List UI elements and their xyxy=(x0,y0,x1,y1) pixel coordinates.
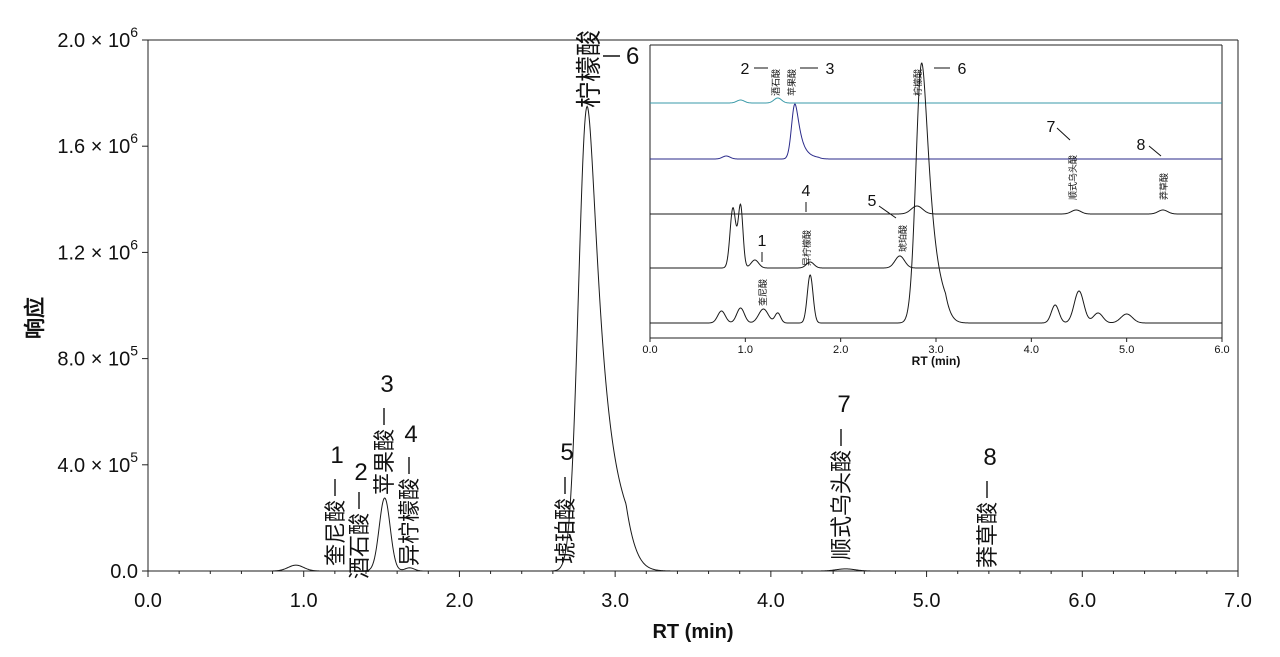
inset-trace xyxy=(650,62,1222,324)
y-tick-mantissa: 2.0 × 10 xyxy=(57,30,130,52)
inset-peak-number: 2 xyxy=(741,61,750,78)
y-tick-label: 2.0 × 106 xyxy=(57,24,138,52)
y-tick-label: 1.2 × 106 xyxy=(57,236,138,264)
inset-peak-name: 苹果酸 xyxy=(786,69,798,96)
x-tick-label: 6.0 xyxy=(1068,590,1096,612)
peak-annotation: 7 顺式乌头酸 xyxy=(830,391,855,560)
y-tick-mantissa: 0.0 xyxy=(110,561,138,583)
inset-plot-frame xyxy=(649,44,1223,339)
y-tick-label: 8.0 × 105 xyxy=(57,343,138,371)
inset-peak-number: 8 xyxy=(1137,137,1146,154)
y-tick-exponent: 5 xyxy=(130,449,138,465)
inset-peak-leader xyxy=(1148,145,1162,157)
peak-annotation: 3 苹果酸 xyxy=(373,371,398,495)
inset-peak-number: 5 xyxy=(868,193,877,210)
y-tick-mantissa: 1.2 × 10 xyxy=(57,242,130,264)
peak-name: 琥珀酸 xyxy=(554,498,579,564)
peak-annotation: 5 琥珀酸 xyxy=(554,439,579,564)
inset-peak-number: 4 xyxy=(802,183,811,200)
inset-trace xyxy=(650,103,1222,160)
inset-peak-annotation: 6 柠檬酸 xyxy=(912,61,967,96)
peak-name: 顺式乌头酸 xyxy=(830,450,855,560)
x-tick-label: 4.0 xyxy=(757,590,785,612)
y-tick-label: 0.0 xyxy=(110,561,138,583)
peak-number: 2 xyxy=(354,459,367,486)
inset-peak-annotation: 5 琥珀酸 xyxy=(868,193,909,252)
inset-peak-annotation: 7 顺式乌头酸 xyxy=(1047,119,1079,200)
x-tick-label: 2.0 xyxy=(446,590,474,612)
peak-annotation: 4 异柠檬酸 xyxy=(398,421,423,566)
inset-peak-name: 酒石酸 xyxy=(771,69,782,96)
peak-name: 柠檬酸 xyxy=(575,30,605,108)
y-tick-label: 1.6 × 106 xyxy=(57,130,138,158)
x-tick-label: 5.0 xyxy=(913,590,941,612)
inset-peak-annotation: 4 异柠檬酸 xyxy=(801,183,813,266)
inset-peak-leader xyxy=(1056,127,1071,141)
inset-peak-annotation: 1 奎尼酸 xyxy=(757,233,769,306)
peak-name: 酒石酸 xyxy=(348,513,373,579)
inset-x-tick-label: 2.0 xyxy=(833,344,848,356)
peak-number: 5 xyxy=(560,439,573,466)
peak-number: 7 xyxy=(837,391,850,418)
inset-x-tick-label: 6.0 xyxy=(1214,344,1229,356)
inset-peak-annotation: 2 酒石酸 xyxy=(741,61,782,96)
peak-name: 莽草酸 xyxy=(976,502,1001,568)
inset-peak-name: 奎尼酸 xyxy=(757,279,769,306)
inset-peak-leader xyxy=(878,205,897,219)
y-tick-mantissa: 1.6 × 10 xyxy=(57,136,130,158)
inset-x-tick-label: 3.0 xyxy=(928,344,943,356)
y-tick-exponent: 6 xyxy=(130,236,138,252)
x-tick-label: 0.0 xyxy=(134,590,162,612)
y-tick-exponent: 6 xyxy=(130,130,138,146)
peak-name: 苹果酸 xyxy=(373,429,398,495)
x-axis-title: RT (min) xyxy=(652,621,733,643)
peak-number: 8 xyxy=(983,444,996,471)
inset-background xyxy=(650,45,1222,338)
inset-peak-number: 3 xyxy=(826,61,835,78)
inset-peak-annotation: 3 苹果酸 xyxy=(786,61,835,96)
inset-x-axis-title: RT (min) xyxy=(912,354,961,368)
peak-number: 1 xyxy=(330,442,343,469)
inset-x-tick-label: 1.0 xyxy=(738,344,753,356)
x-tick-label: 1.0 xyxy=(290,590,318,612)
inset-x-tick-label: 5.0 xyxy=(1119,344,1134,356)
y-tick-exponent: 5 xyxy=(130,343,138,359)
y-tick-mantissa: 8.0 × 10 xyxy=(57,349,130,371)
peak-annotation: 8 莽草酸 xyxy=(976,444,1001,568)
inset-trace xyxy=(650,203,1222,269)
peak-annotation: 2 酒石酸 xyxy=(348,459,373,579)
inset-peak-number: 6 xyxy=(958,61,967,78)
inset-peak-name: 莽草酸 xyxy=(1158,173,1170,200)
peak-name: 异柠檬酸 xyxy=(398,478,423,566)
y-axis-title: 响应 xyxy=(23,297,47,339)
inset-peak-name: 异柠檬酸 xyxy=(801,230,813,266)
inset-peak-name: 顺式乌头酸 xyxy=(1067,155,1079,200)
y-tick-mantissa: 4.0 × 10 xyxy=(57,455,130,477)
inset-peak-name: 琥珀酸 xyxy=(897,225,909,252)
inset-trace xyxy=(650,97,1222,104)
y-tick-label: 4.0 × 105 xyxy=(57,449,138,477)
inset-x-tick-label: 4.0 xyxy=(1024,344,1039,356)
peak-name: 奎尼酸 xyxy=(324,500,349,566)
inset-peak-number: 7 xyxy=(1047,119,1056,136)
peak-number: 3 xyxy=(380,371,393,398)
peak-number: 6 xyxy=(626,43,639,70)
y-tick-exponent: 6 xyxy=(130,24,138,40)
inset-peak-name: 柠檬酸 xyxy=(912,69,924,96)
inset-peak-number: 1 xyxy=(758,233,767,250)
peak-annotation: 1 奎尼酸 xyxy=(324,442,349,566)
x-tick-label: 3.0 xyxy=(601,590,629,612)
peak-number: 4 xyxy=(404,421,417,448)
inset-peak-annotation: 8 莽草酸 xyxy=(1137,137,1170,200)
x-tick-label: 7.0 xyxy=(1224,590,1252,612)
peak-annotation: 6 柠檬酸 xyxy=(575,30,639,108)
inset-trace xyxy=(650,205,1222,215)
inset-x-tick-label: 0.0 xyxy=(642,344,657,356)
chromatogram-trace xyxy=(244,105,1230,572)
